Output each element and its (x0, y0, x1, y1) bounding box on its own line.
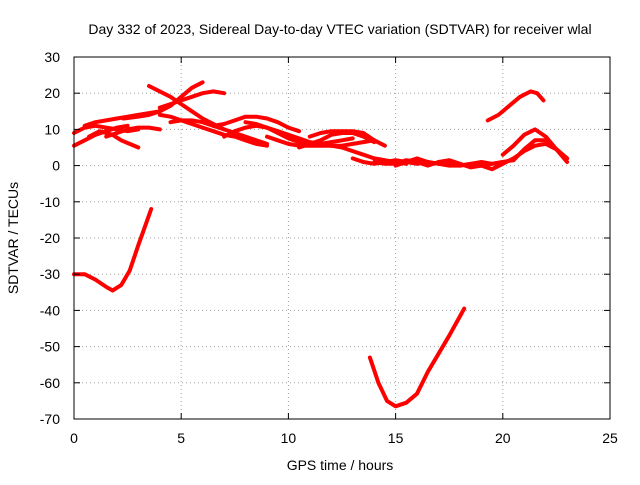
series-line-23 (511, 138, 570, 164)
y-tick-label: 30 (44, 49, 60, 65)
series-line-10 (168, 118, 269, 146)
x-tick-label: 10 (281, 430, 297, 446)
series-layer (72, 80, 570, 409)
series-line-20 (393, 156, 516, 168)
series-line-24 (72, 207, 154, 293)
y-tick-label: -50 (40, 339, 60, 355)
x-tick-label: 0 (70, 430, 78, 446)
tick-layer: 0 5 10 15 20 25 -70 -60 -50 -40 -30 -20 -10 0 10 20 30 (40, 49, 618, 446)
series-line-25 (367, 306, 467, 409)
series-line-21 (485, 89, 546, 123)
x-axis-label: GPS time / hours (287, 457, 394, 473)
y-axis-label: SDTVAR / TECUs (5, 182, 21, 294)
y-tick-label: 20 (44, 85, 60, 101)
x-tick-label: 20 (495, 430, 511, 446)
y-tick-label: -30 (40, 266, 60, 282)
chart-title: Day 332 of 2023, Sidereal Day-to-day VTE… (88, 21, 591, 37)
y-tick-label: 0 (52, 158, 60, 174)
y-tick-label: 10 (44, 121, 60, 137)
y-tick-label: -60 (40, 375, 60, 391)
x-tick-label: 5 (177, 430, 185, 446)
series-line-11 (211, 114, 302, 134)
x-tick-label: 25 (602, 430, 618, 446)
series-line-3 (87, 129, 141, 150)
series-line-6 (121, 80, 205, 121)
series-line-13 (243, 120, 355, 146)
series-line-7 (147, 84, 227, 132)
series-line-5 (104, 125, 162, 139)
x-tick-label: 15 (388, 430, 404, 446)
series-line-16 (307, 129, 387, 148)
y-tick-label: -20 (40, 230, 60, 246)
y-tick-label: -10 (40, 194, 60, 210)
y-tick-label: -70 (40, 411, 60, 427)
series-line-15 (297, 131, 377, 150)
series-line-8 (157, 89, 227, 110)
y-tick-label: -40 (40, 302, 60, 318)
